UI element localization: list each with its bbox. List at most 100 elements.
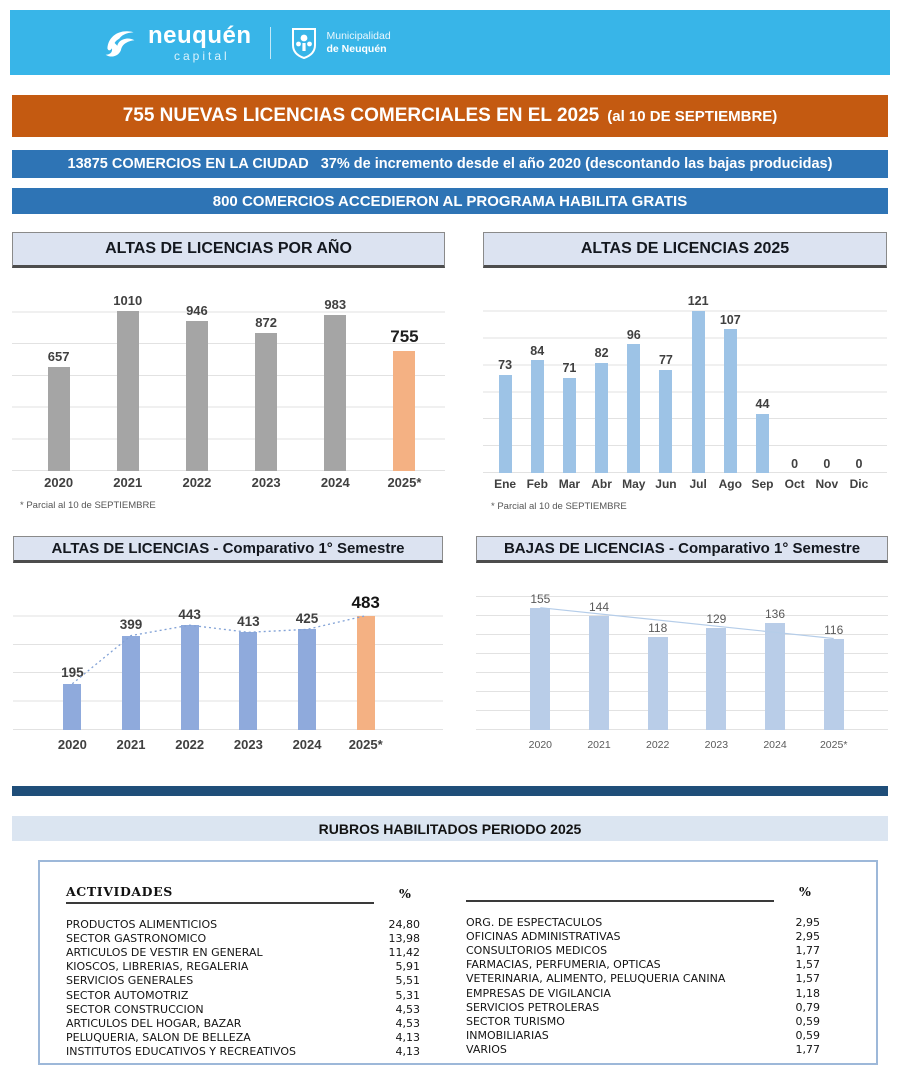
x-axis-label: 2022 xyxy=(182,475,212,490)
bar-value-label: 0 xyxy=(823,456,831,471)
rubros-table: ACTIVIDADES % PRODUCTOS ALIMENTICIOS 24,8… xyxy=(38,860,878,1065)
table-row: SECTOR TURISMO 0,59 xyxy=(466,1014,836,1028)
tertiary-banner: 800 COMERCIOS ACCEDIERON AL PROGRAMA HAB… xyxy=(12,188,888,214)
activity-pct: 2,95 xyxy=(795,929,821,943)
bar xyxy=(255,332,278,471)
table-row: KIOSCOS, LIBRERIAS, REGALERIA 5,91 xyxy=(66,960,436,974)
bar-column: 195 xyxy=(43,588,102,730)
activity-pct: 5,31 xyxy=(395,988,421,1002)
x-axis-label: 2024 xyxy=(763,739,787,751)
table-rows-right: ORG. DE ESPECTACULOS 2,95 OFICINAS ADMINIS… xyxy=(466,915,836,1057)
x-axis-label: 2021 xyxy=(587,739,611,751)
x-axis-label: 2021 xyxy=(116,737,146,752)
bar-value-label: 144 xyxy=(588,600,610,615)
x-axis-label: 2023 xyxy=(251,475,281,490)
bar-column: 443 xyxy=(160,588,219,730)
bar-column: 0 xyxy=(779,285,811,473)
bar xyxy=(356,615,375,730)
activity-name: SERVICIOS PETROLERAS xyxy=(466,1000,600,1014)
municipality-line2: de Neuquén xyxy=(326,42,387,55)
activity-name: EMPRESAS DE VIGILANCIA xyxy=(466,986,611,1000)
x-axis-label: 2020 xyxy=(528,739,553,751)
secondary-banner-rest: 37% de incremento desde el año 2020 (des… xyxy=(320,156,833,172)
bar-column: 118 xyxy=(628,588,687,730)
neuquen-capital-logo-icon xyxy=(105,30,135,57)
activity-pct: 11,42 xyxy=(388,945,421,959)
x-axis-label: Ago xyxy=(718,477,742,491)
bar-column: 71 xyxy=(553,285,585,473)
secondary-banner: 13875 COMERCIOS EN LA CIUDAD 37% de incr… xyxy=(12,150,888,178)
bar-chart-altas-por-anio: 657 1010 946 872 983 755 xyxy=(12,281,445,471)
bar xyxy=(723,329,737,473)
table-row: EMPRESAS DE VIGILANCIA 1,18 xyxy=(466,986,836,1000)
bar-value-label: 71 xyxy=(562,361,577,376)
bar-chart-altas-semestre: 195 399 443 413 425 483 xyxy=(13,588,443,730)
activity-name: INMOBILIARIAS xyxy=(466,1029,549,1043)
table-row: ARTICULOS DEL HOGAR, BAZAR 4,53 xyxy=(66,1016,436,1030)
bar-value-label: 107 xyxy=(719,312,741,327)
bar xyxy=(595,362,609,473)
bar-column: 155 xyxy=(511,588,570,730)
x-axis-label: Feb xyxy=(526,477,548,491)
municipality-line1: Municipalidad xyxy=(326,30,391,43)
bar xyxy=(393,351,416,471)
x-axis-label: Ene xyxy=(494,477,517,491)
bar-value-label: 77 xyxy=(658,353,673,368)
x-axis-labels: 2020 2021 2022 2023 2024 2025* xyxy=(12,471,445,490)
bar-value-label: 118 xyxy=(648,620,668,635)
x-axis-labels: Ene Feb Mar Abr May Jun Jul Ago Sep Oct Nov Dic xyxy=(483,473,887,491)
activity-pct: 4,53 xyxy=(395,1002,421,1016)
bar-value-label: 946 xyxy=(186,303,208,319)
activity-name: ARTICULOS DE VESTIR EN GENERAL xyxy=(66,945,263,959)
rubros-section-title: RUBROS HABILITADOS PERIODO 2025 xyxy=(12,816,888,841)
activity-name: SECTOR CONSTRUCCION xyxy=(66,1002,204,1016)
x-axis-label: 2025* xyxy=(819,739,848,751)
bar-column: 483 xyxy=(336,588,395,730)
bar-value-label: 1010 xyxy=(113,293,143,309)
percent-column-header: % xyxy=(399,886,411,901)
activity-pct: 1,57 xyxy=(795,972,821,986)
bar-value-label: 413 xyxy=(237,613,260,629)
main-headline-suffix: (al 10 DE SEPTIEMBRE) xyxy=(607,107,778,125)
bar xyxy=(298,629,317,730)
bar-column: 73 xyxy=(489,285,521,473)
table-row: SERVICIOS PETROLERAS 0,79 xyxy=(466,1000,836,1014)
bar xyxy=(122,635,140,730)
bar-column: 0 xyxy=(811,285,843,473)
x-axis-label: 2021 xyxy=(113,475,143,490)
bar-column: 0 xyxy=(843,285,875,473)
activity-name: ARTICULOS DEL HOGAR, BAZAR xyxy=(66,1016,242,1030)
activity-pct: 1,77 xyxy=(795,1043,821,1057)
activity-name: VETERINARIA, ALIMENTO, PELUQUERIA CANINA xyxy=(466,972,726,986)
activity-pct: 1,77 xyxy=(795,943,821,957)
table-row: VARIOS 1,77 xyxy=(466,1043,836,1057)
bar-value-label: 657 xyxy=(47,348,70,364)
activity-pct: 2,95 xyxy=(795,915,821,929)
chart-title: BAJAS DE LICENCIAS - Comparativo 1° Seme… xyxy=(476,536,888,563)
activity-name: SECTOR AUTOMOTRIZ xyxy=(66,988,189,1002)
x-axis-label: 2020 xyxy=(44,475,74,490)
bar-chart-altas-2025: 73 84 71 82 96 77 121 107 44 0 0 0 xyxy=(483,285,887,473)
municipality-lockup: Municipalidad de Neuquén xyxy=(289,26,391,60)
bar-column: 425 xyxy=(278,588,337,730)
bar-value-label: 155 xyxy=(530,591,551,606)
x-axis-label: 2023 xyxy=(704,739,729,751)
main-headline-text: 755 NUEVAS LICENCIAS COMERCIALES EN EL 2… xyxy=(122,105,600,126)
bar xyxy=(765,622,786,730)
activity-pct: 0,59 xyxy=(795,1014,821,1028)
bar-chart-bajas-semestre: 155 144 118 129 136 116 xyxy=(476,588,888,730)
x-axis-label: Mar xyxy=(558,477,581,491)
bar-value-label: 0 xyxy=(791,456,799,471)
table-row: VETERINARIA, ALIMENTO, PELUQUERIA CANINA… xyxy=(466,972,836,986)
activity-name: PRODUCTOS ALIMENTICIOS xyxy=(66,917,218,931)
table-row: ARTICULOS DE VESTIR EN GENERAL 11,42 xyxy=(66,945,436,959)
chart-title: ALTAS DE LICENCIAS POR AÑO xyxy=(12,232,445,268)
activity-pct: 4,13 xyxy=(395,1031,421,1045)
activity-name: SECTOR TURISMO xyxy=(466,1014,565,1028)
table-row: SERVICIOS GENERALES 5,51 xyxy=(66,974,436,988)
bar xyxy=(63,683,82,730)
bar-value-label: 84 xyxy=(530,343,545,358)
bar-value-label: 82 xyxy=(594,346,609,361)
bar-column: 657 xyxy=(24,281,93,471)
chart-panel-altas-por-anio: ALTAS DE LICENCIAS POR AÑO 657 1010 946 872… xyxy=(12,232,445,511)
